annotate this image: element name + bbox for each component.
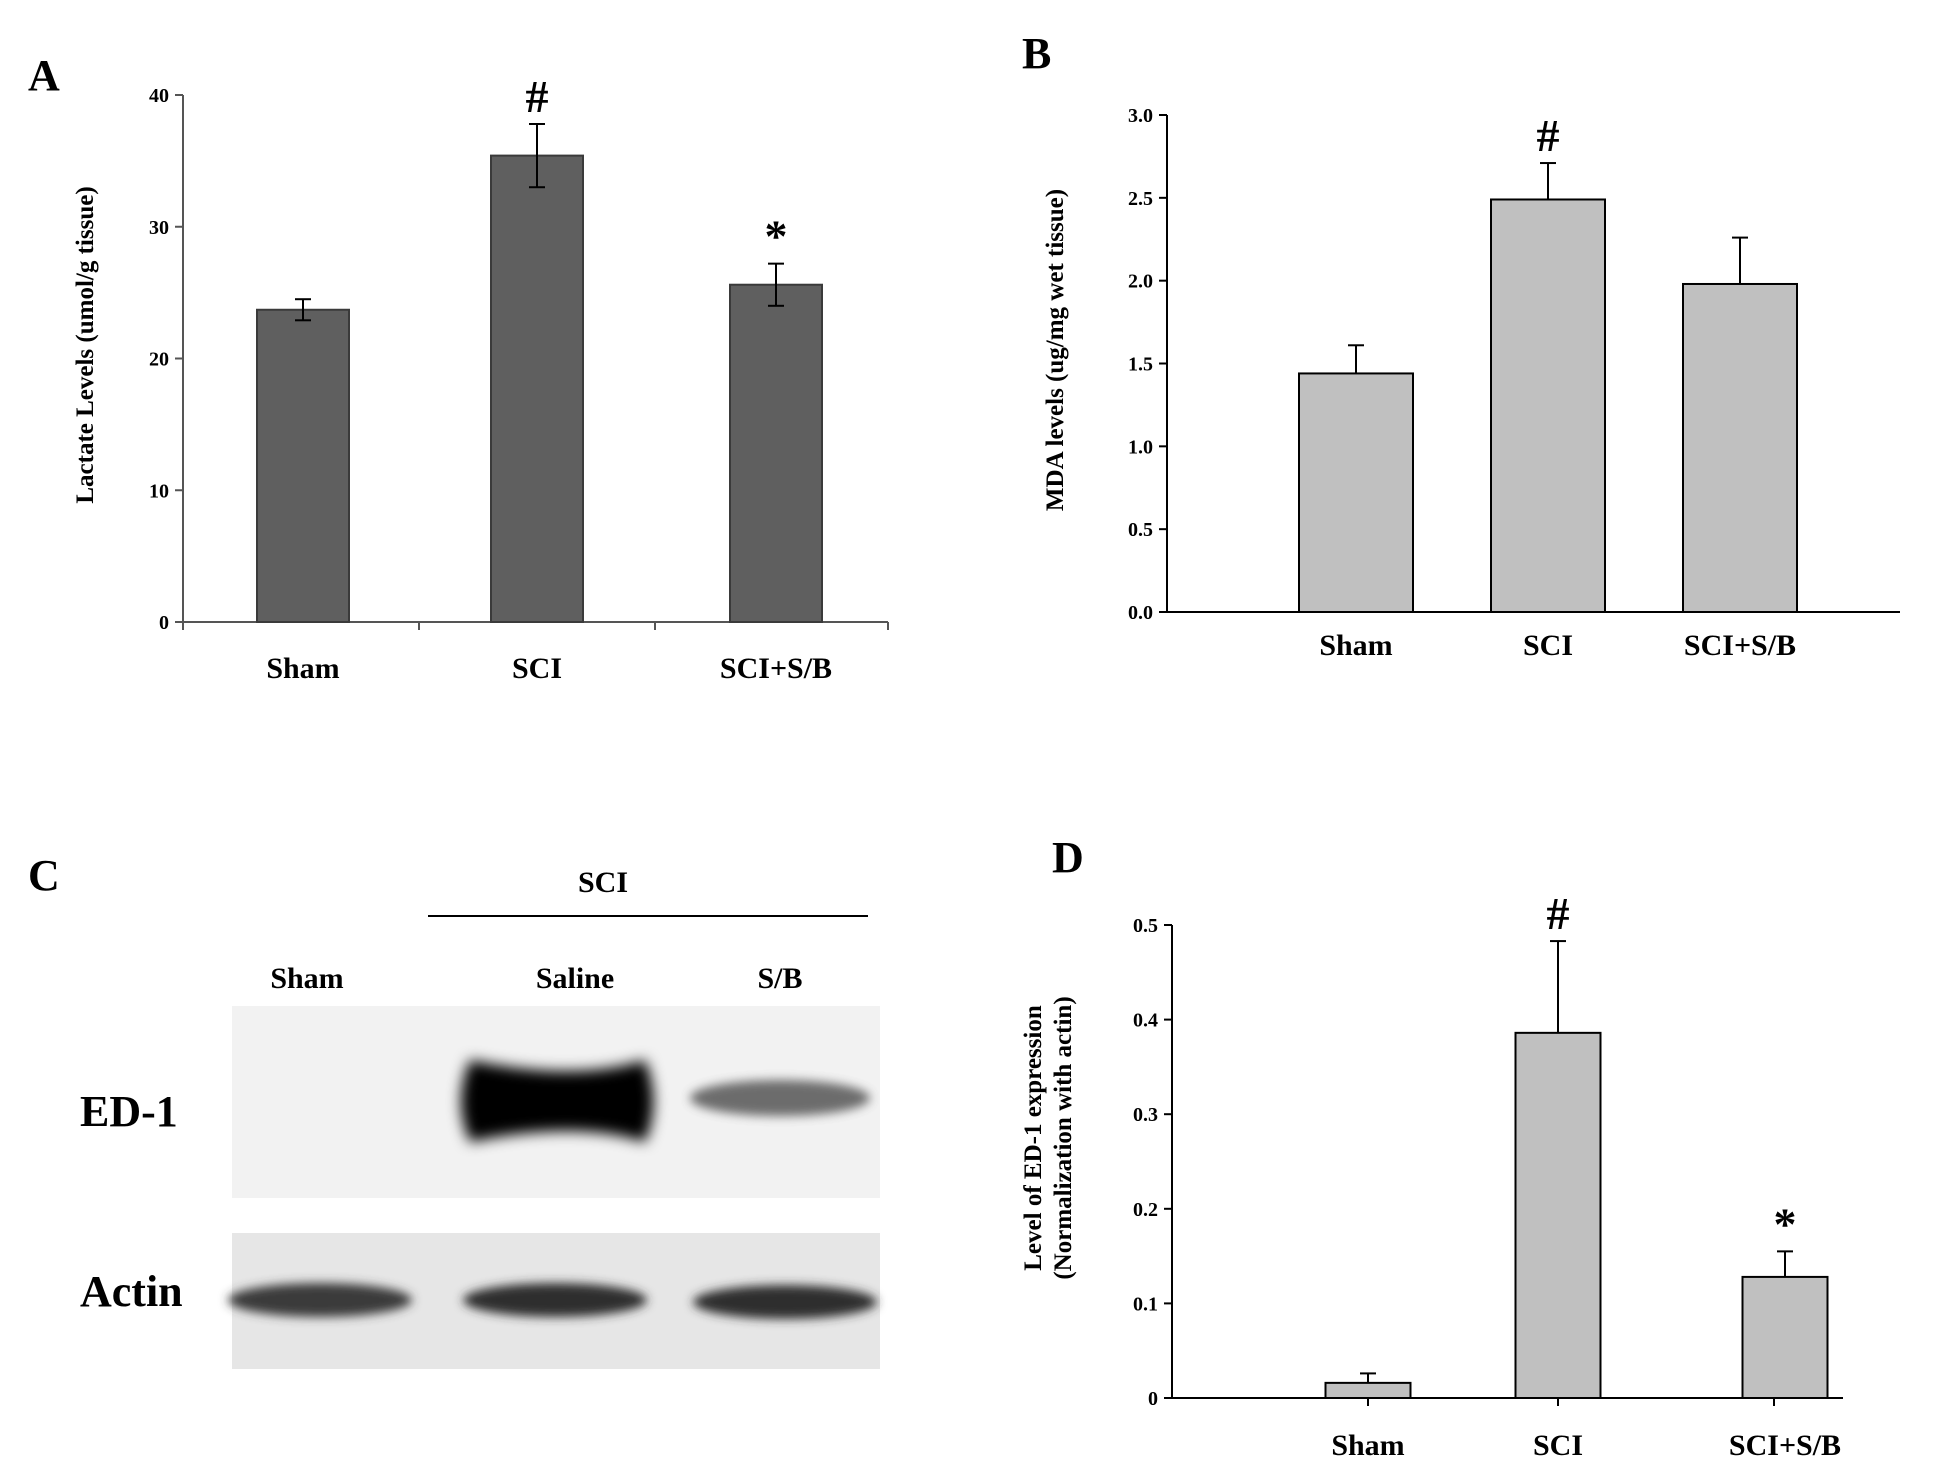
panel-a-bar — [256, 308, 350, 623]
panel-d-y-tick-label: 0.2 — [1133, 1199, 1158, 1221]
panel-a-lactate-chart: A 0 10 20 30 40 Sham # SCI * SCI+S/B Lactate Lev… — [28, 51, 889, 685]
panel-a-bar — [490, 154, 584, 623]
panel-d-significance-mark: * — [1774, 1198, 1797, 1249]
panel-a-bar — [729, 283, 823, 623]
blot-band-ed1-saline — [461, 1060, 654, 1142]
blot-ed1-bands — [461, 1060, 870, 1142]
panel-b-bars: Sham # SCI SCI+S/B — [1298, 110, 1798, 662]
panel-d-bars: Sham # SCI * SCI+S/B — [1324, 888, 1841, 1462]
panel-a-y-tick-label: 30 — [149, 217, 169, 239]
panel-a-y-tick-label: 10 — [149, 480, 169, 502]
panel-b-y-tick-label: 0.0 — [1128, 602, 1153, 624]
panel-d-y-axis-label-line-2: (Normalization with actin) — [1050, 996, 1077, 1279]
blot-lane-label-sham: Sham — [270, 962, 343, 995]
blot-band-actin-saline — [463, 1283, 647, 1317]
panel-a-category-label: Sham — [266, 652, 339, 685]
blot-lane-label-sb: S/B — [757, 962, 802, 995]
blot-band-actin-sb — [693, 1285, 877, 1319]
blot-lane-label-saline: Saline — [536, 962, 614, 995]
blot-band-ed1-sb — [690, 1080, 870, 1116]
panel-d-category-label: Sham — [1331, 1429, 1404, 1462]
panel-d-y-tick-label: 0 — [1148, 1388, 1158, 1410]
panel-a-significance-mark: * — [765, 211, 788, 262]
panel-a-y-axis-label: Lactate Levels (umol/g tissue) — [72, 186, 99, 503]
blot-row-label-ed1: ED-1 — [80, 1087, 178, 1136]
panel-d-ed1-chart: D 0 0.1 0.2 0.3 0.4 0.5 Sham # SCI * SCI+S/B Leve… — [1020, 833, 1843, 1462]
panel-b-category-label: SCI — [1523, 629, 1573, 662]
panel-b-y-tick-label: 2.5 — [1128, 188, 1153, 210]
panel-d-y-tick-label: 0.1 — [1133, 1293, 1158, 1315]
panel-b-bar — [1298, 372, 1414, 613]
panel-b-y-tick-label: 3.0 — [1128, 105, 1153, 127]
panel-a-y-tick-label: 40 — [149, 85, 169, 107]
panel-d-y-tick-label: 0.3 — [1133, 1104, 1158, 1126]
panel-a-letter: A — [28, 51, 60, 100]
panel-d-category-label: SCI — [1533, 1429, 1583, 1462]
blot-group-label: SCI — [578, 866, 628, 899]
panel-b-bar — [1490, 198, 1606, 614]
panel-b-mda-chart: B 0.00.51.01.52.02.53.0 Sham#SCI SCI+S/B … — [1022, 29, 1900, 662]
panel-b-y-tick-label: 0.5 — [1128, 519, 1153, 541]
panel-d-bar — [1514, 1031, 1602, 1399]
panel-b-y-tick-label: 2.0 — [1128, 271, 1153, 293]
panel-b-bar — [1682, 282, 1798, 613]
panel-a-y-tick-label: 20 — [149, 349, 169, 371]
panel-a-category-label: SCI — [512, 652, 562, 685]
panel-a-y-tick-label: 0 — [159, 612, 169, 634]
panel-d-axes: 0 0.1 0.2 0.3 0.4 0.5 — [1133, 915, 1843, 1410]
panel-b-category-label: Sham — [1319, 629, 1392, 662]
panel-a-category-label: SCI+S/B — [720, 652, 832, 685]
panel-d-significance-mark: # — [1547, 888, 1570, 939]
blot-band-actin-sham — [228, 1283, 412, 1317]
panel-c-western-blot: C SCI Sham Saline S/B ED-1 Actin — [28, 851, 880, 1369]
panel-a-bars: Sham # SCI * SCI+S/B — [256, 71, 832, 685]
panel-d-category-label: SCI+S/B — [1729, 1429, 1841, 1462]
panel-d-y-axis-label-line-1: Level of ED-1 expression — [1020, 1005, 1047, 1271]
blot-row-label-actin: Actin — [80, 1267, 183, 1316]
blot-actin-bands — [228, 1283, 877, 1319]
panel-b-y-tick-label: 1.5 — [1128, 354, 1153, 376]
panel-b-y-tick-label: 1.0 — [1128, 436, 1153, 458]
panel-d-y-tick-label: 0.5 — [1133, 915, 1158, 937]
panel-d-letter: D — [1052, 833, 1084, 882]
panel-d-bar — [1741, 1275, 1829, 1399]
panel-b-letter: B — [1022, 29, 1051, 78]
panel-b-category-label: SCI+S/B — [1684, 629, 1796, 662]
panel-c-letter: C — [28, 851, 60, 900]
panel-b-y-axis-label: MDA levels (ug/mg wet tissue) — [1042, 189, 1069, 511]
panel-a-significance-mark: # — [526, 71, 549, 122]
panel-d-y-axis-label: Level of ED-1 expression (Normalization … — [1020, 996, 1077, 1279]
panel-b-significance-mark: # — [1537, 110, 1560, 161]
panel-d-y-tick-label: 0.4 — [1133, 1010, 1158, 1032]
panel-d-bar — [1324, 1381, 1412, 1400]
